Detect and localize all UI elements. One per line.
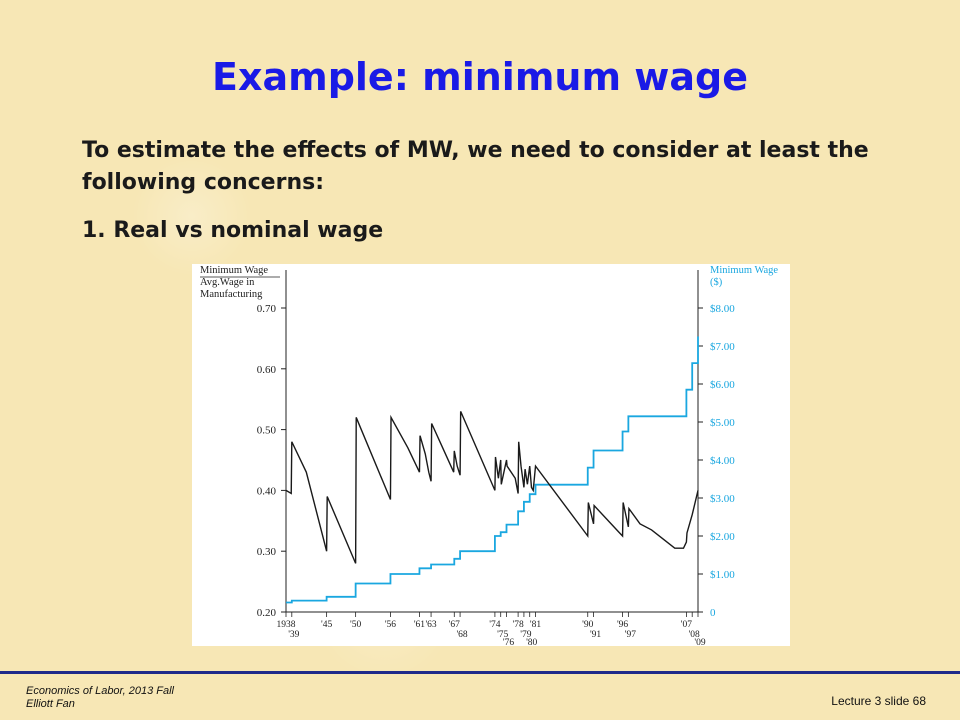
right-axis-tick-label: $4.00	[710, 455, 735, 467]
x-tick-label-upper: '45	[321, 620, 332, 630]
chart-panel: Minimum Wage Avg.Wage in Manufacturing 0.20…	[192, 264, 790, 648]
left-axis-title-line: Avg.Wage in	[200, 277, 255, 288]
x-tick-label-lower: '91	[590, 630, 601, 640]
x-tick-label-upper: '90	[582, 620, 593, 630]
x-tick-label-lower: '39	[288, 630, 299, 640]
x-tick-label-lower: '97	[625, 630, 636, 640]
left-axis-tick-label: 0.50	[257, 425, 277, 437]
footer-course-info: Economics of Labor, 2013 Fall Elliott Fa…	[26, 685, 174, 711]
left-axis-tick-label: 0.70	[257, 303, 277, 315]
right-axis-tick-label: $6.00	[710, 379, 735, 391]
right-axis-tick-label: 0	[710, 607, 716, 619]
left-axis-title-line: Manufacturing	[200, 289, 263, 300]
x-tick-label-upper: '67	[449, 620, 460, 630]
right-axis-tick-label: $5.00	[710, 417, 735, 429]
x-tick-label-lower: '76	[503, 638, 514, 646]
x-tick-label-lower: '80	[526, 638, 537, 646]
right-axis-title-line: ($)	[710, 277, 723, 288]
slide-body-text: To estimate the effects of MW, we need t…	[82, 138, 869, 195]
point-1: 1. Real vs nominal wage	[82, 218, 384, 243]
x-tick-label-lower: '09	[694, 638, 705, 646]
x-tick-label-upper: '07	[681, 620, 692, 630]
minimum-to-average-wage-ratio-line	[285, 411, 699, 564]
right-axis-title-line: Minimum Wage	[710, 265, 778, 276]
left-axis-tick-label: 0.30	[257, 546, 277, 558]
x-tick-label-lower: '75	[497, 630, 508, 640]
footer-course: Economics of Labor, 2013 Fall	[26, 685, 174, 697]
footer-author: Elliott Fan	[26, 698, 75, 710]
x-tick-label-upper: '61	[414, 620, 425, 630]
slide-title: Example: minimum wage	[211, 55, 749, 99]
x-tick-label-lower: '68	[456, 630, 467, 640]
x-tick-label-upper: 1938	[277, 620, 296, 630]
x-tick-label-upper: '56	[385, 620, 396, 630]
footer-divider	[0, 671, 960, 674]
right-axis-tick-label: $2.00	[710, 531, 735, 543]
left-axis-tick-label: 0.60	[257, 364, 277, 376]
x-tick-label-lower: '08	[689, 630, 700, 640]
right-axis-tick-label: $7.00	[710, 341, 735, 353]
right-axis-tick-label: $1.00	[710, 569, 735, 581]
x-tick-label-upper: '81	[530, 620, 541, 630]
nominal-minimum-wage-line	[286, 336, 699, 604]
left-axis-tick-label: 0.40	[257, 485, 277, 497]
x-tick-label-upper: '50	[350, 620, 361, 630]
left-axis-tick-label: 0.20	[257, 607, 277, 619]
right-axis-tick-label: $3.00	[710, 493, 735, 505]
x-tick-label-upper: '74	[489, 620, 500, 630]
x-tick-label-lower: '79	[520, 630, 531, 640]
x-tick-label-upper: '63	[425, 620, 436, 630]
left-axis-title-line: Minimum Wage	[200, 265, 268, 276]
slide-number: Lecture 3 slide 68	[831, 694, 926, 708]
x-tick-label-upper: '96	[617, 620, 628, 630]
right-axis-tick-label: $8.00	[710, 303, 735, 315]
x-tick-label-upper: '78	[513, 620, 524, 630]
